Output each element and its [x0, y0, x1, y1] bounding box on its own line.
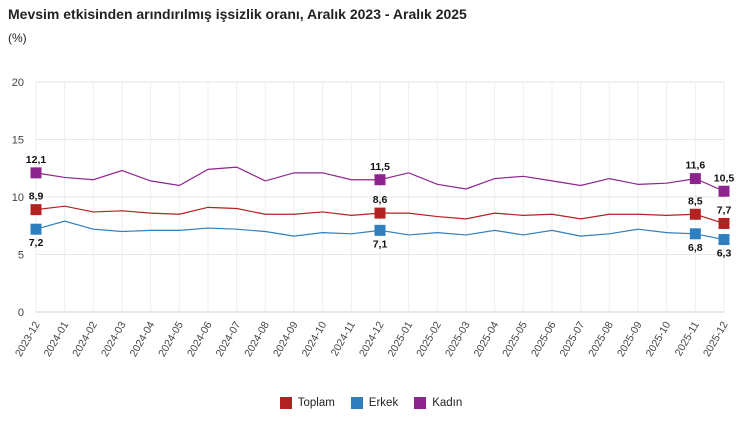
y-tick-label: 15	[12, 135, 24, 147]
x-tick-label: 2024-09	[271, 319, 301, 359]
chart-legend: Toplam Erkek Kadın	[0, 397, 742, 409]
legend-swatch-toplam	[279, 397, 292, 409]
y-tick-label: 5	[18, 250, 24, 262]
x-tick-label: 2024-02	[70, 319, 100, 359]
x-tick-label: 2024-06	[185, 319, 215, 359]
x-tick-label: 2025-08	[586, 319, 616, 359]
x-tick-label: 2025-04	[472, 319, 502, 359]
data-label: 11,5	[370, 161, 390, 173]
y-tick-label: 0	[18, 307, 24, 319]
data-label: 8,5	[688, 195, 703, 207]
data-label: 10,5	[714, 172, 735, 184]
data-label: 7,2	[29, 237, 44, 249]
x-tick-label: 2023-12	[13, 319, 43, 359]
legend-label-erkek: Erkek	[368, 397, 399, 409]
legend-item-erkek[interactable]: Erkek	[350, 397, 399, 409]
data-point-marker	[30, 167, 42, 179]
x-tick-label: 2025-09	[615, 319, 645, 359]
data-label: 12,1	[26, 154, 47, 166]
x-tick-label: 2024-08	[242, 319, 272, 359]
data-label: 11,6	[685, 160, 705, 172]
data-point-marker	[718, 185, 730, 197]
x-tick-label: 2025-05	[500, 319, 530, 359]
data-point-marker	[374, 224, 386, 236]
x-tick-label: 2024-04	[128, 319, 158, 359]
data-label: 6,3	[717, 248, 732, 260]
legend-item-toplam[interactable]: Toplam	[279, 397, 335, 409]
data-point-marker	[718, 234, 730, 246]
data-point-marker	[689, 173, 701, 185]
x-tick-label: 2024-10	[300, 319, 330, 359]
data-point-marker	[374, 207, 386, 219]
data-label: 7,7	[717, 204, 732, 216]
legend-swatch-kadin	[414, 397, 427, 409]
y-axis-unit-label: (%)	[8, 31, 27, 45]
x-tick-label: 2025-07	[558, 319, 588, 359]
x-tick-label: 2025-06	[529, 319, 559, 359]
y-tick-label: 20	[12, 77, 24, 89]
x-tick-label: 2024-05	[156, 319, 186, 359]
x-tick-label: 2024-03	[99, 319, 129, 359]
y-tick-label: 10	[12, 192, 24, 204]
data-label: 8,9	[29, 191, 44, 203]
data-point-marker	[718, 217, 730, 229]
chart-title: Mevsim etkisinden arındırılmış işsizlik …	[8, 6, 467, 22]
legend-label-toplam: Toplam	[297, 397, 335, 409]
legend-label-kadin: Kadın	[432, 397, 463, 409]
x-tick-label: 2024-01	[42, 319, 72, 359]
data-label: 8,6	[373, 194, 388, 206]
legend-swatch-erkek	[350, 397, 363, 409]
x-tick-label: 2025-02	[414, 319, 444, 359]
x-tick-label: 2025-03	[443, 319, 473, 359]
x-tick-label: 2025-01	[386, 319, 416, 359]
data-point-marker	[689, 228, 701, 240]
data-label: 6,8	[688, 242, 703, 254]
x-tick-label: 2025-12	[701, 319, 731, 359]
data-label: 7,1	[373, 238, 388, 250]
data-point-marker	[30, 223, 42, 235]
data-point-marker	[689, 208, 701, 220]
data-point-marker	[30, 204, 42, 216]
legend-item-kadin[interactable]: Kadın	[414, 397, 462, 409]
x-tick-label: 2024-07	[214, 319, 244, 359]
data-point-marker	[374, 174, 386, 186]
x-tick-label: 2025-11	[673, 319, 702, 358]
x-tick-label: 2025-10	[644, 319, 674, 359]
x-tick-label: 2024-12	[357, 319, 387, 359]
x-tick-label: 2024-11	[329, 319, 358, 358]
